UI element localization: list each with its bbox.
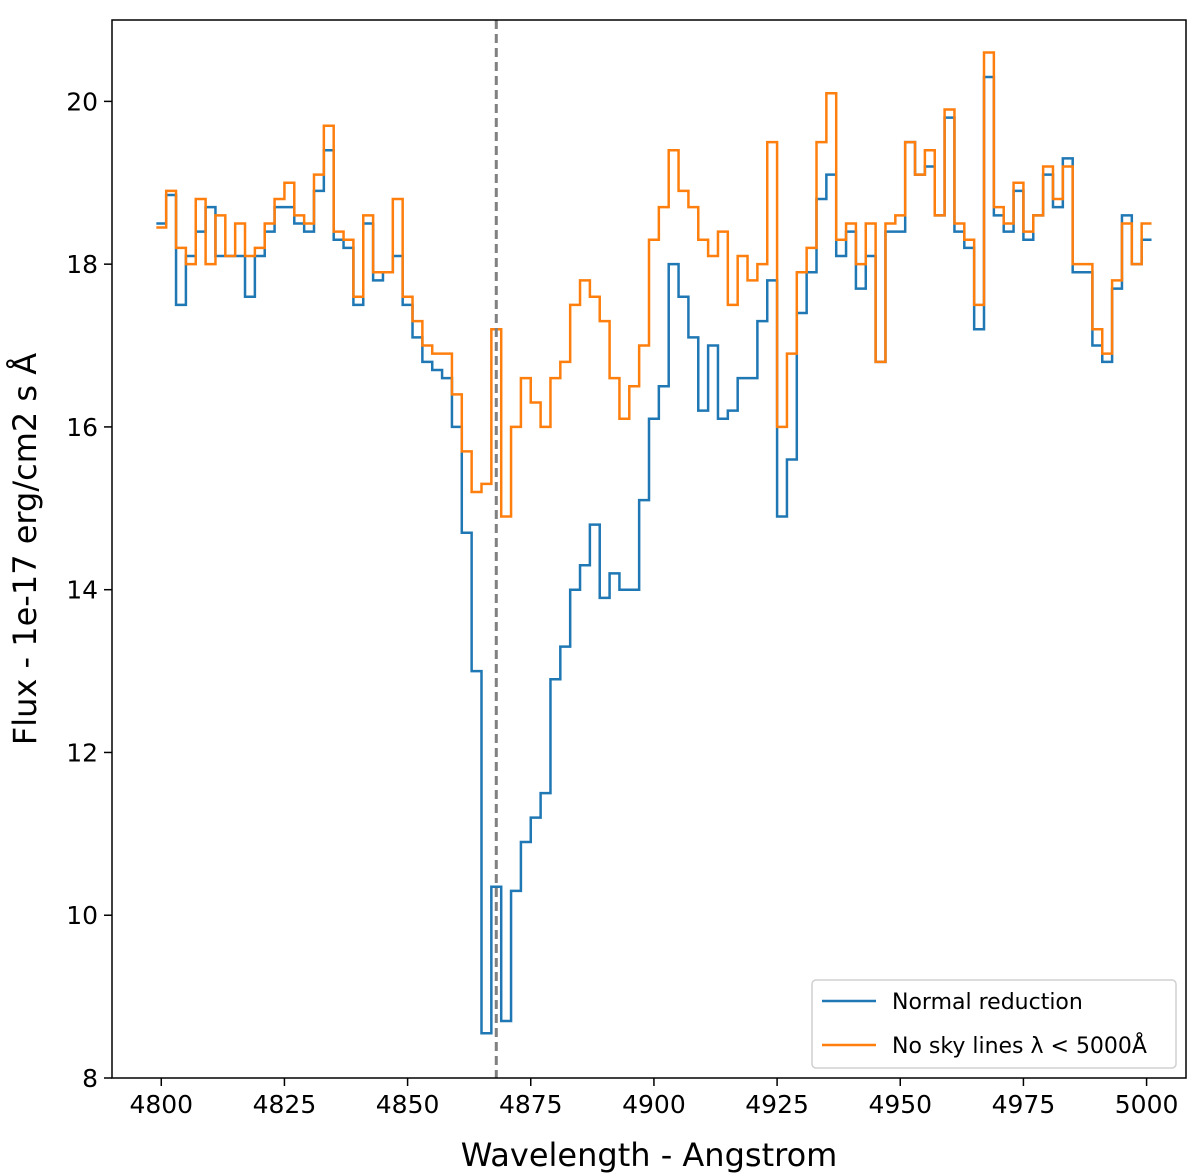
x-tick-label: 4925 bbox=[745, 1090, 809, 1119]
x-tick-label: 4850 bbox=[376, 1090, 440, 1119]
x-tick-label: 4900 bbox=[622, 1090, 686, 1119]
y-tick-label: 20 bbox=[66, 87, 98, 116]
step-line bbox=[156, 75, 1152, 1035]
legend-label: No sky lines λ < 5000Å bbox=[892, 1032, 1147, 1059]
plot-frame bbox=[111, 19, 1187, 1079]
x-tick-label: 4825 bbox=[253, 1090, 317, 1119]
y-tick-label: 14 bbox=[66, 576, 98, 605]
x-tick-label: 4875 bbox=[499, 1090, 563, 1119]
y-tick-label: 10 bbox=[66, 901, 98, 930]
x-tick-label: 4950 bbox=[868, 1090, 932, 1119]
x-axis-label: Wavelength - Angstrom bbox=[461, 1136, 838, 1174]
y-tick-label: 16 bbox=[66, 413, 98, 442]
y-axis-label: Flux - 1e-17 erg/cm2 s Å bbox=[6, 353, 44, 745]
y-tick-label: 18 bbox=[66, 250, 98, 279]
x-tick-label: 4975 bbox=[992, 1090, 1056, 1119]
legend-box bbox=[811, 979, 1177, 1069]
y-tick-label: 12 bbox=[66, 738, 98, 767]
x-tick-label: 4800 bbox=[129, 1090, 193, 1119]
y-tick-label: 8 bbox=[82, 1064, 98, 1093]
legend-label: Normal reduction bbox=[892, 990, 1083, 1015]
series bbox=[156, 75, 1152, 1035]
step-line bbox=[156, 51, 1152, 518]
x-tick-label: 5000 bbox=[1115, 1090, 1179, 1119]
series bbox=[156, 51, 1152, 518]
